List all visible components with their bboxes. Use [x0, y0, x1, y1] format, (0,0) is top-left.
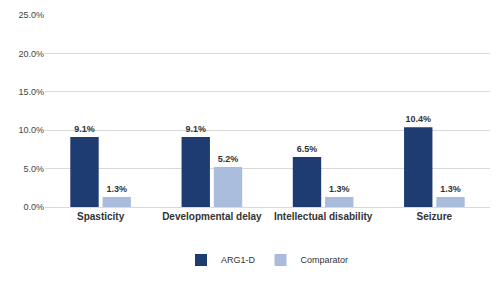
- svg-text:Spasticity: Spasticity: [77, 211, 125, 222]
- svg-text:Comparator: Comparator: [301, 255, 349, 265]
- svg-text:15.0%: 15.0%: [18, 87, 44, 97]
- svg-text:10.4%: 10.4%: [405, 114, 431, 124]
- svg-text:25.0%: 25.0%: [18, 10, 44, 20]
- svg-text:Developmental delay: Developmental delay: [162, 211, 262, 222]
- svg-text:6.5%: 6.5%: [297, 144, 318, 154]
- svg-text:Intellectual disability: Intellectual disability: [274, 211, 373, 222]
- svg-text:5.2%: 5.2%: [218, 154, 239, 164]
- svg-text:1.3%: 1.3%: [106, 184, 127, 194]
- svg-text:1.3%: 1.3%: [440, 184, 461, 194]
- svg-text:1.3%: 1.3%: [329, 184, 350, 194]
- svg-text:0.0%: 0.0%: [23, 202, 44, 212]
- svg-text:5.0%: 5.0%: [23, 164, 44, 174]
- svg-text:10.0%: 10.0%: [18, 125, 44, 135]
- svg-text:9.1%: 9.1%: [74, 124, 95, 134]
- svg-text:Seizure: Seizure: [417, 211, 453, 222]
- svg-text:20.0%: 20.0%: [18, 49, 44, 59]
- svg-text:ARG1-D: ARG1-D: [221, 255, 256, 265]
- svg-text:9.1%: 9.1%: [185, 124, 206, 134]
